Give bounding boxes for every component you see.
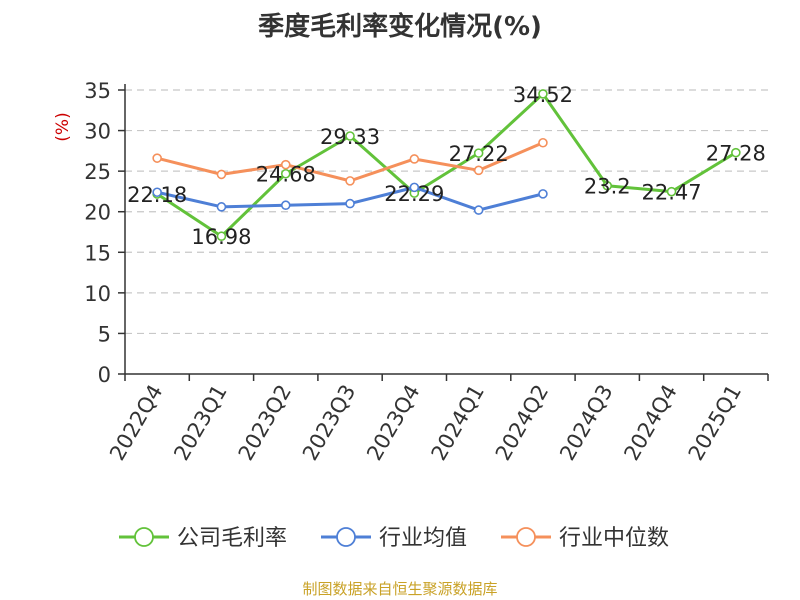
legend-label: 行业均值 <box>379 526 467 551</box>
x-tick-label: 2024Q2 <box>491 381 553 465</box>
data-point <box>409 154 420 164</box>
y-tick-label: 10 <box>84 282 111 306</box>
x-tick-label: 2024Q3 <box>555 381 617 465</box>
data-point <box>280 200 291 211</box>
data-point <box>216 231 227 242</box>
y-tick-label: 25 <box>84 160 111 184</box>
data-point <box>280 159 291 170</box>
data-label: 23.2 <box>584 175 631 199</box>
y-tick-label: 15 <box>84 241 111 265</box>
chart-title: 季度毛利率变化情况(%) <box>258 12 542 42</box>
data-point <box>538 189 548 199</box>
x-tick-label: 2022Q4 <box>105 381 167 465</box>
data-point <box>538 89 548 99</box>
legend-marker <box>134 527 154 547</box>
data-point <box>473 148 484 158</box>
data-point <box>345 176 355 186</box>
x-tick-label: 2024Q1 <box>427 381 489 465</box>
data-label: 22.29 <box>384 182 444 206</box>
legend-marker <box>516 527 536 547</box>
data-point <box>152 187 162 198</box>
y-tick-label: 20 <box>84 201 111 225</box>
data-point <box>216 202 227 212</box>
data-label: 22.18 <box>127 183 187 207</box>
data-point <box>473 165 484 176</box>
data-point <box>152 153 162 163</box>
data-label: 24.68 <box>256 163 316 187</box>
source-note: 制图数据来自恒生聚源数据库 <box>302 580 498 598</box>
x-tick-label: 2023Q4 <box>362 381 424 465</box>
data-point <box>409 182 420 193</box>
data-label: 22.47 <box>641 181 701 205</box>
legend-label: 行业中位数 <box>559 526 669 551</box>
data-point <box>731 147 741 158</box>
data-point <box>473 205 484 215</box>
data-point <box>602 180 613 191</box>
legend: 公司毛利率 行业均值 行业中位数 <box>119 526 669 551</box>
y-axis-label: (%) <box>53 112 73 141</box>
data-point <box>538 137 548 148</box>
y-tick-label: 0 <box>98 363 111 387</box>
x-tick-label: 2023Q2 <box>234 381 296 465</box>
x-tick-label: 2024Q4 <box>619 381 681 465</box>
x-tick-label: 2025Q1 <box>684 381 746 465</box>
data-point <box>666 186 677 197</box>
x-tick-label: 2023Q1 <box>169 381 231 465</box>
data-point <box>216 169 227 180</box>
grid-lines <box>125 89 768 335</box>
data-point <box>280 168 291 179</box>
x-tick-label: 2023Q3 <box>298 381 360 465</box>
data-point <box>345 131 355 141</box>
data-point <box>345 198 355 209</box>
data-label: 34.52 <box>513 83 573 107</box>
series-lines <box>152 89 741 242</box>
y-tick-label: 30 <box>84 120 111 144</box>
y-tick-label: 5 <box>98 322 111 346</box>
y-tick-label: 35 <box>84 79 111 103</box>
data-label: 27.22 <box>449 142 509 166</box>
legend-marker <box>336 527 356 547</box>
data-label: 27.28 <box>706 142 766 166</box>
data-label: 29.33 <box>320 125 380 149</box>
legend-label: 公司毛利率 <box>177 526 287 551</box>
data-label: 16.98 <box>191 225 251 249</box>
